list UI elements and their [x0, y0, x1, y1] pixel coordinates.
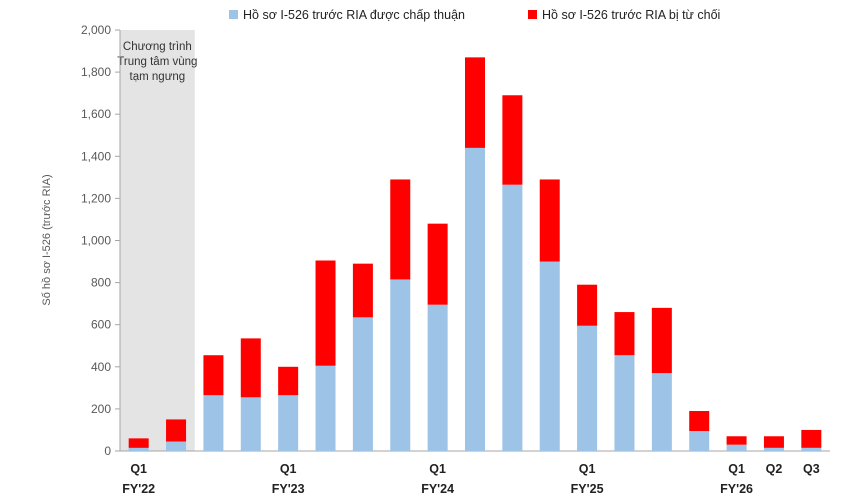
bar-approved	[726, 444, 747, 451]
x-tick-label-quarter: Q1	[130, 462, 147, 476]
bar-approved	[352, 317, 373, 451]
shaded-region-label-line-2: Trung tâm vùng	[117, 56, 197, 68]
bar-approved	[427, 304, 448, 451]
bar-approved	[651, 373, 672, 451]
bar-approved	[539, 261, 560, 451]
bar-rejected	[240, 338, 261, 398]
bar-approved	[128, 447, 149, 451]
y-tick-label: 1,400	[81, 149, 111, 163]
bar-rejected	[577, 284, 598, 326]
x-tick-label-fiscal-year: FY'25	[571, 482, 604, 496]
bar-approved	[390, 279, 411, 451]
x-tick-label-fiscal-year: FY'24	[421, 482, 454, 496]
x-tick-label-quarter: Q1	[429, 462, 446, 476]
y-axis-title: Số hồ sơ I-526 (trước RIA)	[41, 174, 53, 305]
y-axis: 0 200 400 600 800 1,000 1,200 1,400 1,600 1,800 2,…	[81, 23, 830, 458]
bar-approved	[502, 184, 523, 451]
bar-approved	[689, 431, 710, 451]
y-tick-label: 1,000	[81, 234, 111, 248]
bar-rejected	[689, 411, 710, 432]
shaded-region-label-line-3: tạm ngưng	[130, 71, 186, 83]
bar-rejected	[203, 355, 224, 396]
bar-rejected	[651, 307, 672, 374]
bar-rejected	[539, 179, 560, 262]
bar-approved	[465, 147, 485, 451]
y-tick-label: 0	[104, 444, 111, 458]
x-tick-label-fiscal-year: FY'22	[122, 482, 155, 496]
bar-approved	[203, 395, 224, 451]
bar-rejected	[128, 438, 149, 448]
y-tick-label: 1,800	[81, 65, 111, 79]
x-tick-label-fiscal-year: FY'23	[272, 482, 305, 496]
y-tick-label: 1,200	[81, 191, 111, 205]
y-tick-label: 2,000	[81, 23, 111, 37]
legend-swatch-rejected	[528, 10, 537, 19]
x-tick-label-quarter: Q3	[803, 462, 820, 476]
x-tick-label-quarter: Q2	[766, 462, 783, 476]
shaded-region-label-line-1: Chương trình	[123, 41, 192, 53]
bar-approved	[166, 441, 187, 451]
bar-rejected	[726, 436, 747, 445]
bar-rejected	[315, 260, 336, 366]
bar-rejected	[801, 429, 822, 448]
bar-approved	[278, 395, 299, 451]
legend: Hồ sơ I-526 trước RIA được chấp thuận Hồ…	[229, 8, 720, 22]
bar-rejected	[352, 263, 373, 318]
y-tick-label: 200	[91, 402, 111, 416]
bar-approved	[240, 397, 261, 451]
bars	[128, 57, 822, 451]
shaded-region-background	[120, 30, 195, 451]
x-tick-label-quarter: Q1	[280, 462, 297, 476]
legend-label-rejected: Hồ sơ I-526 trước RIA bị từ chối	[542, 8, 720, 22]
bar-rejected	[427, 223, 448, 305]
bar-approved	[315, 365, 336, 451]
x-tick-label-quarter: Q1	[728, 462, 745, 476]
bar-rejected	[502, 95, 523, 185]
y-tick-label: 800	[91, 276, 111, 290]
bar-approved	[614, 355, 635, 451]
bar-approved	[801, 447, 822, 451]
bar-rejected	[166, 419, 187, 442]
y-tick-label: 600	[91, 318, 111, 332]
bar-rejected	[614, 312, 635, 356]
legend-label-approved: Hồ sơ I-526 trước RIA được chấp thuận	[243, 8, 465, 22]
bar-approved	[763, 447, 784, 451]
bar-rejected	[465, 57, 485, 148]
legend-swatch-approved	[229, 10, 238, 19]
x-tick-label-fiscal-year: FY'26	[720, 482, 753, 496]
bar-approved	[577, 325, 598, 451]
y-tick-label: 400	[91, 360, 111, 374]
bar-rejected	[390, 179, 411, 280]
shaded-region: Chương trình Trung tâm vùng tạm ngưng	[117, 30, 197, 451]
x-tick-label-quarter: Q1	[579, 462, 596, 476]
bar-rejected	[763, 436, 784, 448]
bar-rejected	[278, 366, 299, 396]
x-axis-labels: Q1 FY'22 Q1 FY'23 Q1 FY'24 Q1 FY'25 Q1 FY'26 Q2 Q3	[122, 462, 819, 496]
y-tick-label: 1,600	[81, 107, 111, 121]
